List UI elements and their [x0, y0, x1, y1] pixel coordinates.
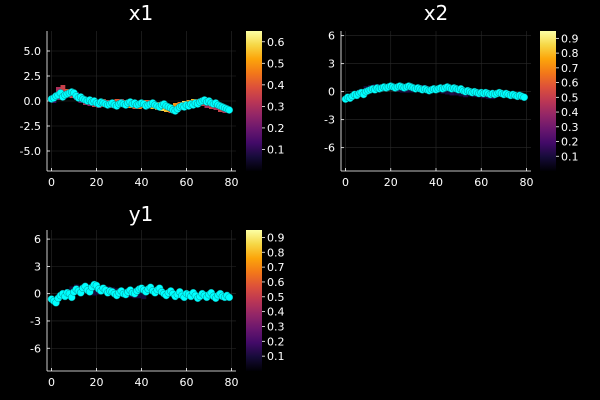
colorbar-tick-label: 0.1 — [267, 350, 285, 363]
colorbar-tick-label: 0.7 — [267, 261, 285, 274]
plot-area: 0 20 40 60 80 -5.0 -2.5 0.0 2.5 5.0 — [20, 31, 239, 189]
heatmap-cell — [92, 290, 97, 296]
colorbar-tick-label: 0.3 — [267, 100, 285, 113]
heatmap-cell — [445, 88, 450, 95]
data-point — [520, 93, 529, 102]
colorbar-tick-label: 0.8 — [267, 246, 285, 259]
colorbar-tick-label: 0.9 — [561, 32, 579, 45]
colorbar: 0.10.2 0.3 0.4 0.50.6 0.7 0.8 0.9 — [540, 31, 579, 171]
colorbar-gradient — [540, 31, 556, 171]
x-tick-label: 80 — [225, 376, 239, 389]
x-tick-label: 0 — [48, 376, 55, 389]
x-tick-label: 60 — [180, 176, 194, 189]
x-tick-label: 40 — [429, 176, 443, 189]
colorbar-tick-label: 0.5 — [561, 91, 579, 104]
colorbar-tick-label: 0.7 — [561, 62, 579, 75]
x-tick-label: 80 — [519, 176, 533, 189]
x-tick-label: 20 — [384, 176, 398, 189]
colorbar-tick-label: 0.8 — [561, 47, 579, 60]
x-tick-label: 60 — [474, 176, 488, 189]
colorbar-tick-label: 0.4 — [267, 79, 285, 92]
y-tick-label: -6 — [30, 342, 41, 355]
chart-title: y1 — [129, 202, 154, 226]
colorbar-tick-label: 0.6 — [561, 77, 579, 90]
colorbar-tick-label: 0.1 — [561, 150, 579, 163]
y-tick-label: 6 — [34, 233, 41, 246]
y-tick-label: 2.5 — [24, 70, 42, 83]
plot-area: 0 20 40 60 80 -6 -3 0 3 6 — [324, 30, 533, 189]
colorbar-tick-label: 0.1 — [267, 143, 285, 156]
chart-title: x1 — [129, 1, 154, 25]
y-tick-label: 0.0 — [24, 95, 42, 108]
y-tick-label: -6 — [324, 142, 335, 155]
colorbar-tick-label: 0.2 — [561, 136, 579, 149]
y-tick-label: -3 — [30, 315, 41, 328]
colorbar-tick-label: 0.5 — [267, 57, 285, 70]
colorbar-tick-label: 0.2 — [267, 335, 285, 348]
x-tick-label: 40 — [135, 376, 149, 389]
x-tick-label: 0 — [48, 176, 55, 189]
heatmap-cell — [60, 85, 66, 93]
x-tick-label: 80 — [225, 176, 239, 189]
colorbar: 0.1 0.2 0.30.4 0.5 0.6 0.7 0.8 0.9 — [246, 230, 285, 371]
colorbar-tick-label: 0.9 — [267, 231, 285, 244]
x-tick-label: 60 — [180, 376, 194, 389]
colorbar-tick-label: 0.2 — [267, 122, 285, 135]
data-point — [225, 293, 234, 302]
plot-area: 0 20 40 60 80 -6 -3 0 3 6 — [30, 230, 239, 389]
colorbar-gradient — [246, 230, 262, 371]
panel-x1: x1 0 20 40 60 80-5.0-2.50.02.55.0 0.10.20.30… — [20, 1, 285, 189]
colorbar-tick-label: 0.4 — [561, 106, 579, 119]
y-tick-label: -5.0 — [20, 145, 41, 158]
y-tick-label: -3 — [324, 114, 335, 127]
heatmap-cell — [141, 293, 147, 300]
x-tick-label: 20 — [90, 176, 104, 189]
colorbar-tick-label: 0.6 — [267, 36, 285, 49]
x-tick-label: 0 — [342, 176, 349, 189]
colorbar-tick-label: 0.3 — [561, 121, 579, 134]
y-tick-label: 6 — [328, 30, 335, 43]
colorbar-gradient — [246, 31, 262, 171]
colorbar-tick-label: 0.3 — [267, 320, 285, 333]
x-tick-label: 40 — [135, 176, 149, 189]
colorbar-tick-label: 0.6 — [267, 276, 285, 289]
colorbar: 0.1 0.2 0.3 0.4 0.5 0.6 — [246, 31, 285, 171]
chart-title: x2 — [424, 1, 449, 25]
y-tick-label: 3 — [328, 58, 335, 71]
colorbar-tick-label: 0.4 — [267, 306, 285, 319]
colorbar-tick-label: 0.5 — [267, 291, 285, 304]
y-tick-label: 0 — [34, 288, 41, 301]
heatmap-cell — [137, 292, 142, 299]
y-tick-label: 5.0 — [24, 45, 42, 58]
x-tick-label: 20 — [90, 376, 104, 389]
y-tick-label: -2.5 — [20, 120, 41, 133]
data-point — [225, 106, 234, 114]
y-tick-label: 0 — [328, 86, 335, 99]
y-tick-label: 3 — [34, 260, 41, 273]
